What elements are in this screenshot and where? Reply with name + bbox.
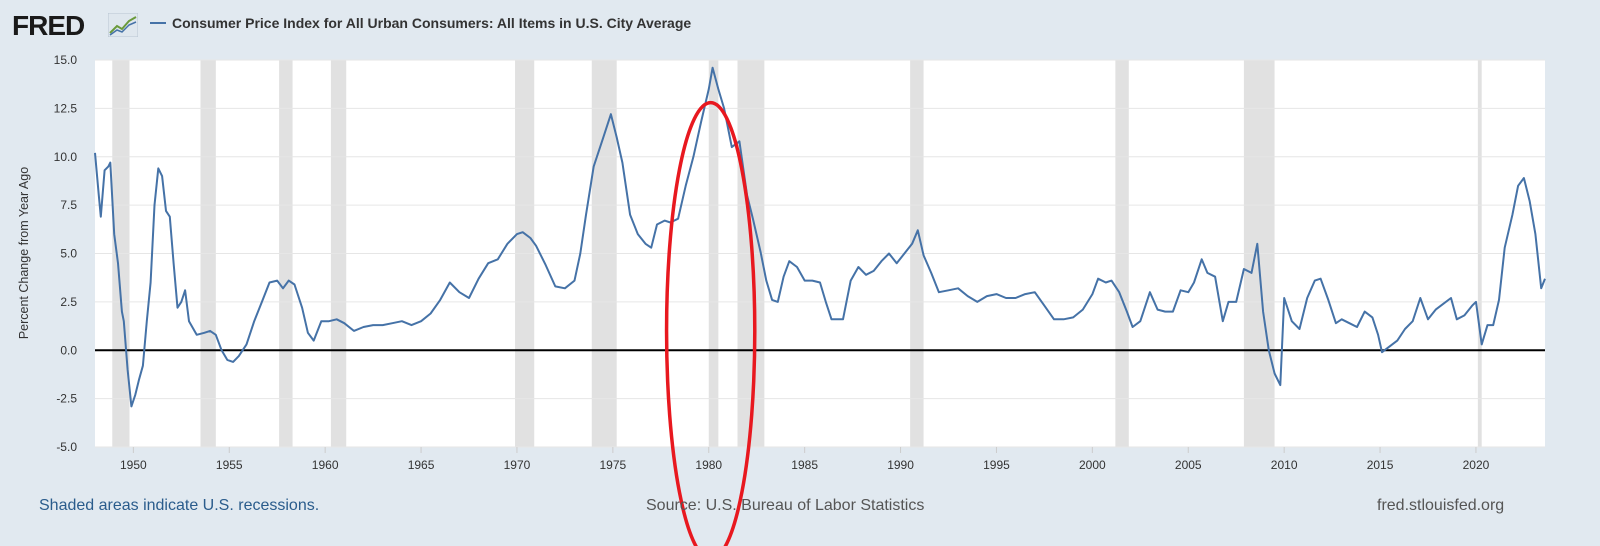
x-tick-label: 1960 [312,458,339,472]
x-tick-label: 2020 [1463,458,1490,472]
y-tick-label: 12.5 [54,101,78,115]
y-axis-label: Percent Change from Year Ago [17,167,31,339]
x-tick-label: 1985 [791,458,818,472]
y-tick-label: -5.0 [56,440,77,454]
fred-chart-logo-icon [108,13,138,37]
chart-legend[interactable]: Consumer Price Index for All Urban Consu… [150,15,691,31]
y-tick-label: 15.0 [54,53,78,67]
x-tick-label: 2010 [1271,458,1298,472]
chart-header: FRED Consumer Price Index for All Urban … [0,0,1600,52]
x-tick-label: 2015 [1367,458,1394,472]
y-tick-label: 2.5 [60,295,77,309]
x-tick-label: 1995 [983,458,1010,472]
legend-series-line [150,22,166,24]
x-tick-label: 1950 [120,458,147,472]
x-axis-ticks: 1950 1955 1960 1965 1970 1975 1980 1985 1990 1995… [120,447,1490,472]
y-tick-label: 0.0 [60,343,77,357]
y-tick-label: 10.0 [54,150,78,164]
site-link[interactable]: fred.stlouisfed.org [1377,497,1505,514]
fred-logo[interactable]: FRED [12,10,85,41]
x-tick-label: 2000 [1079,458,1106,472]
x-tick-label: 1955 [216,458,243,472]
source-note: Source: U.S. Bureau of Labor Statistics [646,497,925,514]
y-axis-ticks: -5.0 -2.5 0.0 2.5 5.0 7.5 10.0 12.5 15.0 [54,53,78,454]
x-tick-label: 1990 [887,458,914,472]
x-tick-label: 1965 [408,458,435,472]
legend-series-label: Consumer Price Index for All Urban Consu… [172,15,692,31]
y-tick-label: 5.0 [60,247,77,261]
x-tick-label: 1980 [695,458,722,472]
cpi-series-line[interactable] [94,66,1546,408]
y-tick-label: -2.5 [56,392,77,406]
x-tick-label: 2005 [1175,458,1202,472]
recessions-note[interactable]: Shaded areas indicate U.S. recessions. [39,497,320,514]
x-tick-label: 1970 [504,458,531,472]
highlight-ellipse-1980 [664,100,757,546]
x-tick-label: 1975 [600,458,627,472]
y-tick-label: 7.5 [60,198,77,212]
